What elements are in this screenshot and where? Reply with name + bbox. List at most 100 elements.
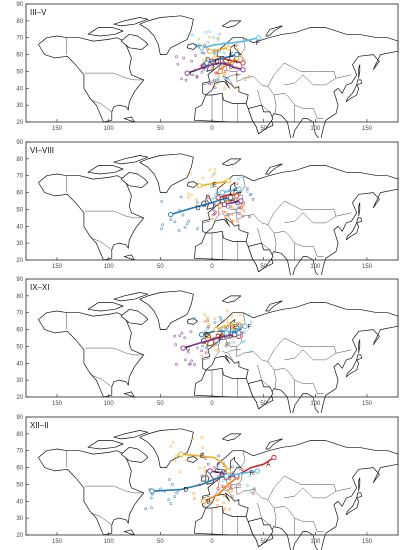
- country-border: [91, 99, 112, 113]
- genesis-point: [207, 195, 210, 199]
- track-node: [180, 345, 186, 351]
- x-tick-label: 50: [157, 401, 164, 407]
- map-panel: A B C D E F 90 80 70 60 50 40 30 20 150 100 50 0 50 100 150 I…: [0, 0, 410, 138]
- genesis-point: [185, 221, 189, 225]
- track-node: [207, 48, 213, 54]
- country-border: [222, 351, 233, 361]
- genesis-point: [150, 505, 153, 509]
- genesis-point: [210, 82, 213, 85]
- track-node: [221, 201, 228, 207]
- coastline: [186, 455, 198, 463]
- genesis-point: [213, 86, 217, 90]
- genesis-point: [241, 203, 245, 207]
- genesis-point: [186, 195, 190, 199]
- genesis-point: [248, 215, 251, 218]
- season-label: IX–XI: [30, 283, 50, 292]
- track-line: [225, 325, 246, 334]
- genesis-point: [240, 340, 244, 344]
- coastline: [356, 492, 363, 498]
- y-tick-label: 40: [16, 361, 23, 367]
- x-tick-label: 150: [52, 401, 63, 407]
- genesis-point: [220, 468, 224, 471]
- genesis-point: [160, 199, 164, 203]
- y-tick-label: 80: [16, 19, 23, 25]
- coastline: [358, 339, 361, 354]
- season-label: III–V: [30, 8, 47, 17]
- track-node: [199, 331, 205, 338]
- genesis-point: [217, 461, 220, 465]
- track-node: [223, 472, 230, 479]
- x-tick-label: 50: [157, 539, 164, 545]
- genesis-point: [221, 484, 225, 488]
- genesis-point: [225, 318, 229, 322]
- country-border: [313, 520, 324, 532]
- genesis-point: [174, 454, 178, 458]
- y-tick-label: 30: [16, 241, 23, 247]
- genesis-point: [231, 470, 235, 474]
- season-label: XII–II: [30, 421, 49, 430]
- country-border: [228, 487, 241, 490]
- coastline: [221, 158, 242, 166]
- genesis-point: [175, 55, 178, 59]
- track-label: E: [229, 52, 234, 59]
- genesis-point: [202, 63, 206, 67]
- y-tick-label: 90: [16, 2, 23, 8]
- genesis-point: [197, 43, 201, 47]
- genesis-point: [225, 309, 229, 313]
- y-tick-label: 50: [16, 69, 23, 75]
- genesis-point: [229, 484, 233, 488]
- genesis-point: [222, 493, 226, 497]
- genesis-point: [239, 54, 243, 58]
- track-label: D: [204, 332, 209, 339]
- genesis-point: [213, 167, 217, 171]
- track-label: A: [233, 59, 238, 66]
- x-tick-label: 150: [362, 539, 373, 545]
- y-tick-label: 30: [16, 516, 23, 522]
- genesis-point: [237, 176, 241, 180]
- track-line: [151, 472, 230, 492]
- genesis-point: [195, 197, 198, 201]
- genesis-point: [211, 184, 215, 188]
- genesis-point: [231, 206, 234, 209]
- coastline: [345, 497, 360, 515]
- y-tick-label: 60: [16, 190, 23, 196]
- genesis-point: [190, 33, 194, 37]
- track-label: B: [229, 64, 233, 71]
- genesis-point: [200, 435, 204, 439]
- track-label: D: [184, 486, 189, 493]
- genesis-point: [161, 222, 164, 226]
- track-node: [254, 467, 261, 474]
- track-node: [240, 67, 246, 73]
- genesis-point: [247, 75, 251, 78]
- genesis-point: [217, 211, 221, 215]
- genesis-point: [235, 181, 239, 185]
- country-border: [284, 211, 337, 223]
- genesis-point: [169, 217, 173, 221]
- genesis-point: [194, 54, 198, 57]
- genesis-point: [223, 506, 227, 510]
- genesis-point: [160, 226, 163, 230]
- genesis-point: [240, 174, 244, 178]
- y-tick-label: 50: [16, 344, 23, 350]
- x-tick-label: 50: [260, 401, 267, 407]
- genesis-point: [189, 330, 193, 334]
- genesis-point: [245, 189, 249, 193]
- genesis-point: [212, 172, 216, 176]
- genesis-point: [215, 348, 219, 352]
- y-tick-label: 60: [16, 328, 23, 334]
- coastline: [247, 104, 274, 135]
- coastline: [358, 64, 361, 79]
- genesis-point: [208, 35, 211, 39]
- genesis-point: [223, 87, 226, 90]
- genesis-point: [218, 32, 222, 36]
- genesis-point: [243, 330, 247, 334]
- genesis-point: [198, 465, 201, 469]
- coastline: [265, 438, 283, 449]
- genesis-point: [253, 487, 256, 491]
- coastline: [87, 439, 124, 449]
- genesis-point: [209, 499, 213, 503]
- genesis-point: [212, 341, 216, 345]
- track-label: A: [266, 461, 271, 468]
- genesis-point: [168, 477, 171, 481]
- genesis-point: [211, 197, 215, 200]
